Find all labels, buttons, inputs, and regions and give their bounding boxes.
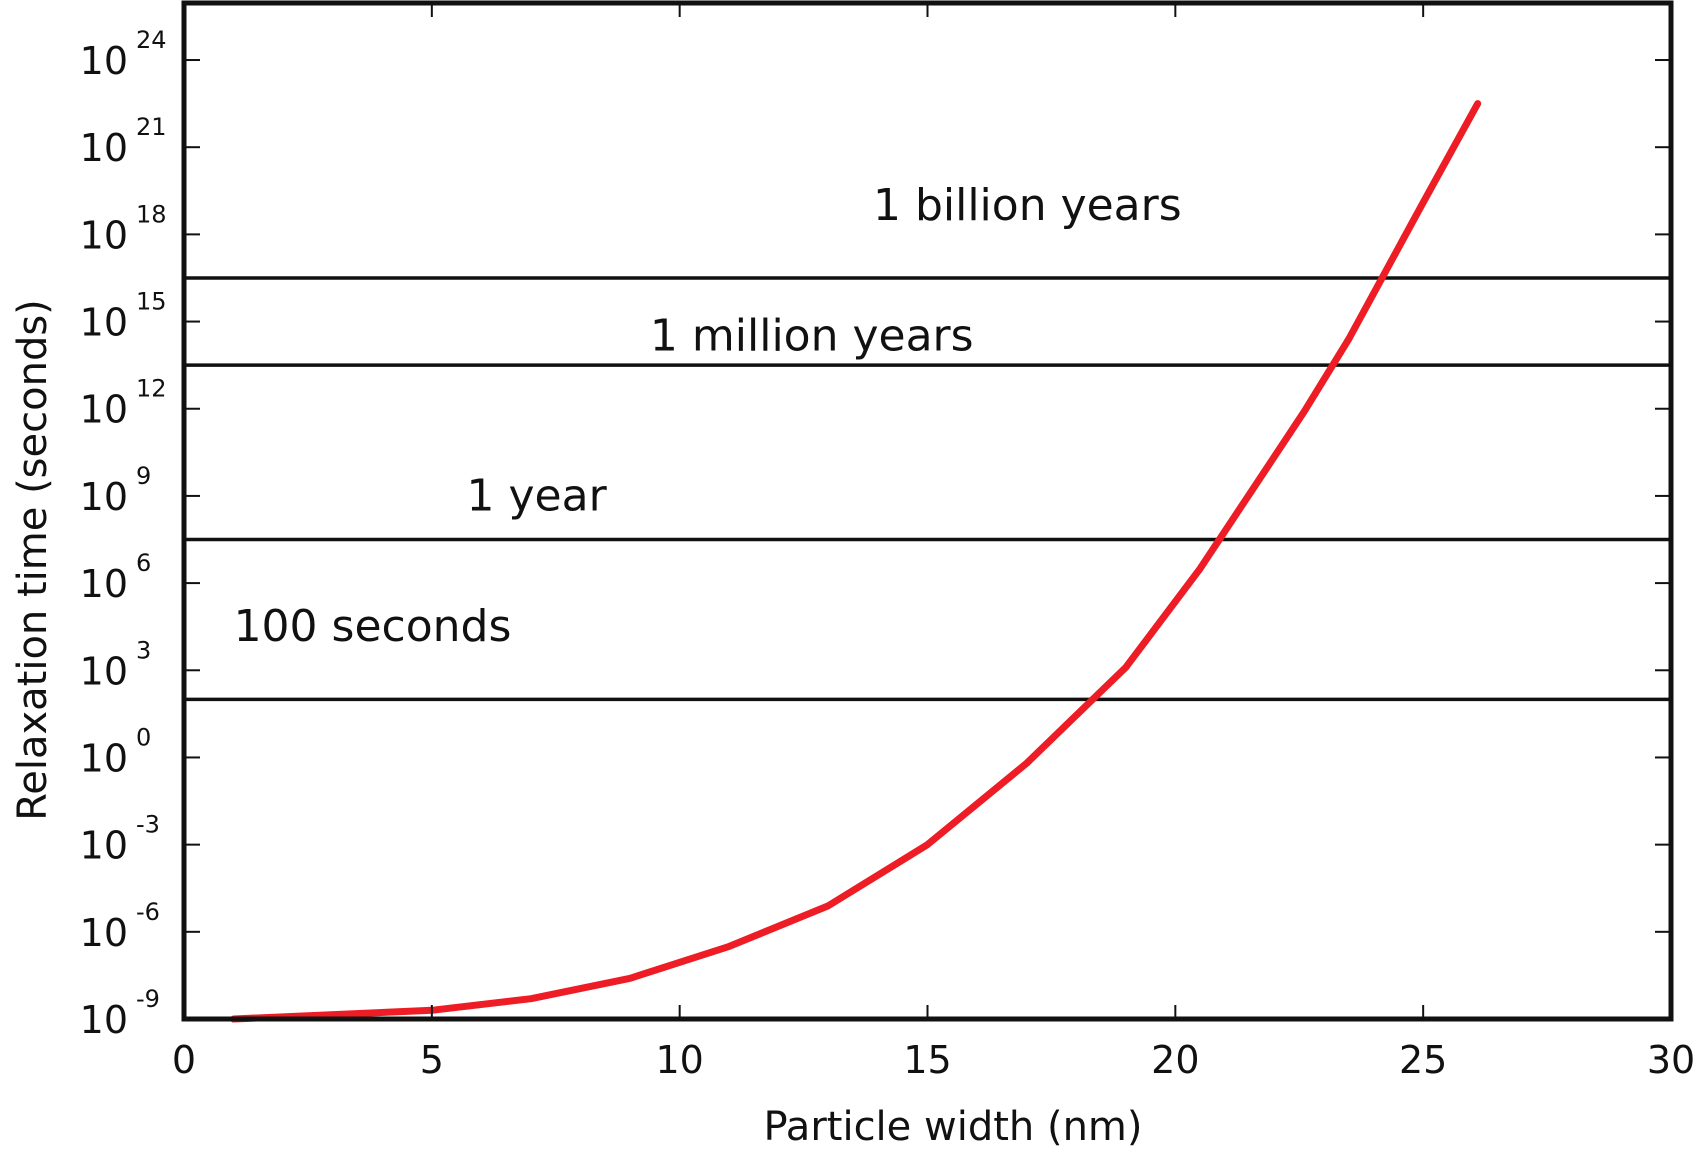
y-tick-exponent: 15: [136, 288, 167, 316]
x-tick-label: 15: [903, 1038, 951, 1082]
y-axis-ticks: 10 -9 10 -6 10 -3 10 0 10 3 10 6 10 9 10 12 10 15 10 18 10 21…: [80, 26, 1671, 1042]
y-tick-label: 10: [80, 39, 128, 83]
y-tick-label: 10: [80, 736, 128, 780]
threshold-annotation: 1 million years: [650, 311, 974, 362]
y-tick-exponent: 6: [136, 549, 151, 577]
y-axis-label: Relaxation time (seconds): [10, 299, 56, 821]
x-tick-label: 25: [1399, 1038, 1447, 1082]
reference-lines: [184, 276, 1671, 702]
threshold-annotation: 100 seconds: [234, 601, 512, 652]
y-tick-label: 10: [80, 388, 128, 432]
x-axis-label: Particle width (nm): [763, 1104, 1142, 1150]
y-tick-exponent: 3: [136, 636, 151, 664]
y-tick-exponent: 12: [136, 375, 167, 403]
y-tick-label: 10: [80, 475, 128, 519]
y-tick-label: 10: [80, 126, 128, 170]
y-tick-label: 10: [80, 649, 128, 693]
y-tick-label: 10: [80, 213, 128, 257]
x-tick-label: 20: [1151, 1038, 1199, 1082]
y-tick-exponent: 21: [136, 113, 167, 141]
relaxation-curve: [230, 100, 1482, 1023]
x-tick-label: 30: [1647, 1038, 1695, 1082]
y-tick-label: 10: [80, 301, 128, 345]
y-tick-exponent: -6: [136, 898, 160, 926]
x-tick-label: 5: [420, 1038, 444, 1082]
y-tick-exponent: 9: [136, 462, 151, 490]
x-tick-label: 0: [172, 1038, 196, 1082]
y-tick-exponent: 18: [136, 200, 167, 228]
y-tick-exponent: -3: [136, 811, 160, 839]
data-series: [230, 100, 1482, 1023]
y-tick-label: 10: [80, 998, 128, 1042]
y-tick-label: 10: [80, 911, 128, 955]
y-tick-exponent: 24: [136, 26, 167, 54]
y-tick-label: 10: [80, 824, 128, 868]
y-tick-label: 10: [80, 562, 128, 606]
y-tick-exponent: -9: [136, 985, 160, 1013]
threshold-annotation: 1 billion years: [873, 180, 1182, 231]
x-axis-ticks: 0 5 10 15 20 25 30: [172, 3, 1695, 1082]
y-tick-exponent: 0: [136, 723, 151, 751]
annotations: 1 billion years 1 million years 1 year 100 …: [234, 180, 1182, 652]
x-tick-label: 10: [655, 1038, 703, 1082]
threshold-annotation: 1 year: [467, 470, 608, 521]
